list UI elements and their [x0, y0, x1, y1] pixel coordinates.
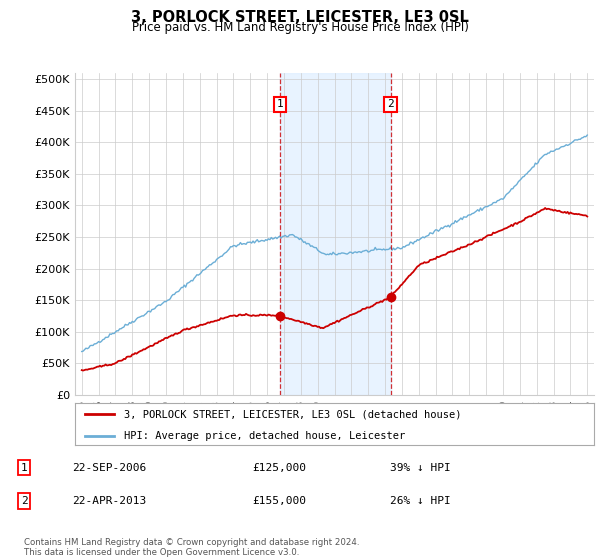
Text: 1: 1: [20, 463, 28, 473]
Text: £125,000: £125,000: [252, 463, 306, 473]
Text: Price paid vs. HM Land Registry's House Price Index (HPI): Price paid vs. HM Land Registry's House …: [131, 21, 469, 34]
Text: 39% ↓ HPI: 39% ↓ HPI: [390, 463, 451, 473]
Text: 22-SEP-2006: 22-SEP-2006: [72, 463, 146, 473]
Text: Contains HM Land Registry data © Crown copyright and database right 2024.
This d: Contains HM Land Registry data © Crown c…: [24, 538, 359, 557]
Text: 22-APR-2013: 22-APR-2013: [72, 496, 146, 506]
Text: 1: 1: [277, 99, 283, 109]
Bar: [280, 73, 391, 395]
Text: 26% ↓ HPI: 26% ↓ HPI: [390, 496, 451, 506]
Text: £155,000: £155,000: [252, 496, 306, 506]
Text: 3, PORLOCK STREET, LEICESTER, LE3 0SL (detached house): 3, PORLOCK STREET, LEICESTER, LE3 0SL (d…: [124, 409, 462, 419]
Text: 2: 2: [387, 99, 394, 109]
Text: 3, PORLOCK STREET, LEICESTER, LE3 0SL: 3, PORLOCK STREET, LEICESTER, LE3 0SL: [131, 10, 469, 25]
Text: 2: 2: [20, 496, 28, 506]
Text: HPI: Average price, detached house, Leicester: HPI: Average price, detached house, Leic…: [124, 431, 406, 441]
